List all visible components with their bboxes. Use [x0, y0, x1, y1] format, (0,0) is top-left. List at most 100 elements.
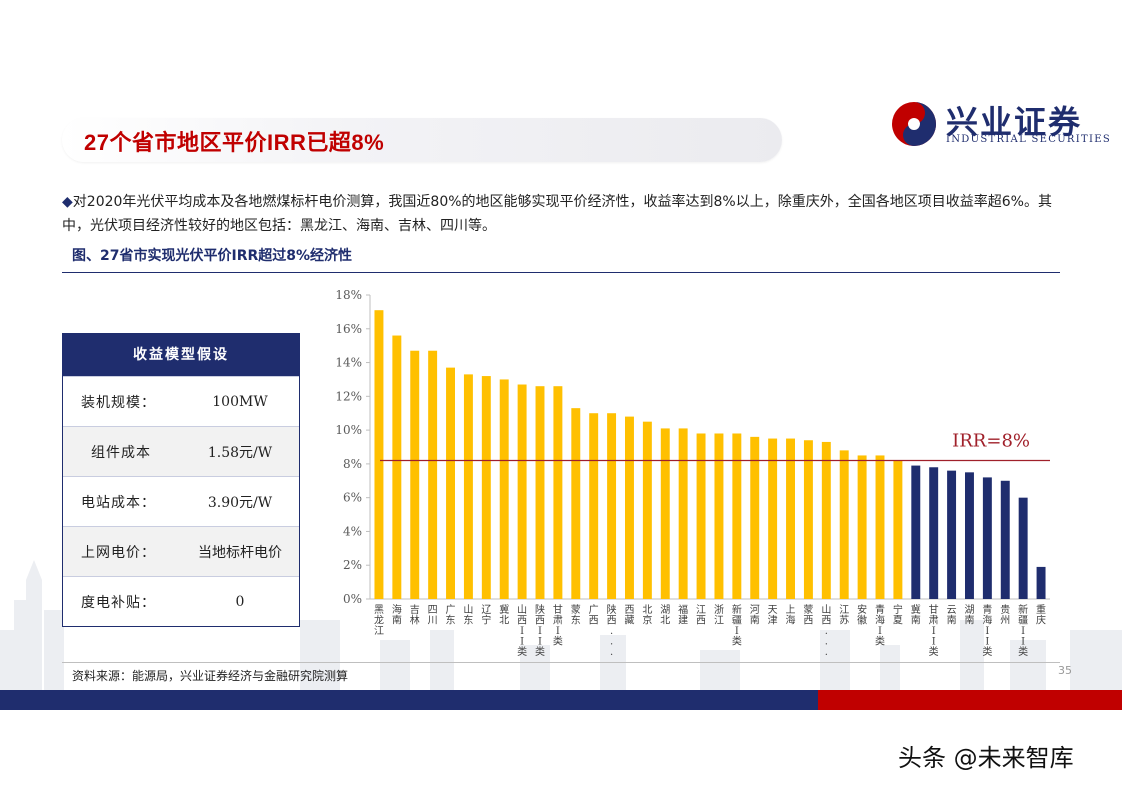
bar [982, 477, 992, 599]
x-tick-label: 广东 [446, 604, 456, 627]
assumptions-table-header: 收益模型假设 [63, 334, 299, 376]
x-tick-label: 福建 [678, 603, 688, 627]
x-tick-label: 陕西... [607, 603, 617, 658]
footer-divider [62, 662, 1060, 663]
x-tick-label: 甘肃 I 类 [553, 603, 563, 648]
x-tick-label: 广西 [589, 604, 599, 627]
y-tick-label: 4% [343, 524, 362, 538]
bar [571, 408, 581, 599]
x-tick-label: 新疆 I I 类 [1018, 603, 1028, 658]
bar [696, 433, 706, 599]
x-tick-label: 天津 [768, 605, 778, 627]
bar [678, 428, 688, 599]
x-tick-label: 浙江 [714, 604, 724, 627]
table-row: 电站成本： 3.90元/W [63, 476, 299, 526]
bar [875, 455, 885, 599]
bar [947, 470, 957, 599]
x-tick-label: 江西 [696, 604, 706, 627]
y-tick-label: 12% [335, 389, 362, 403]
watermark: 头条 @未来智库 [898, 744, 1074, 772]
x-tick-label: 上海 [786, 604, 796, 627]
y-tick-label: 8% [343, 457, 362, 471]
bar [660, 428, 670, 599]
bullet-diamond-icon: ◆ [62, 194, 73, 210]
irr-bar-chart: 0% 2% 4% 6% 8% 10% 12% 14% 16% 18% 黑龙江海南吉林四川广东山东辽宁… [335, 288, 1050, 658]
x-tick-label: 河南 [750, 604, 760, 627]
summary-text: 对2020年光伏平均成本及各地燃煤标杆电价测算，我国近80%的地区能够实现平价经… [62, 194, 1052, 234]
page-title: 27个省市地区平价IRR已超8% [84, 130, 385, 155]
bar [857, 455, 867, 599]
row-label: 装机规模： [81, 394, 156, 411]
bar [481, 376, 491, 599]
bar [446, 367, 455, 599]
bar [1000, 480, 1010, 599]
x-tick-label: 云南 [947, 605, 957, 627]
x-tick-label: 安徽 [857, 603, 867, 627]
x-tick-label: 陕西 I I 类 [535, 603, 545, 658]
x-tick-label: 西藏 [624, 605, 634, 627]
y-tick-label: 2% [343, 558, 362, 572]
x-tick-label: 湖北 [660, 604, 670, 627]
x-tick-label: 冀北 [499, 603, 509, 627]
x-tick-label: 湖南 [964, 604, 974, 627]
bar [768, 438, 778, 599]
bar [589, 413, 599, 599]
x-tick-label: 青海 I I 类 [982, 603, 992, 658]
bar [732, 433, 742, 599]
irr-reference-label: IRR=8% [952, 431, 1030, 452]
x-tick-label: 山东 [463, 604, 473, 627]
bar [1018, 497, 1028, 599]
x-tick-label: 贵州 [1000, 603, 1010, 627]
assumptions-table: 收益模型假设 装机规模： 100MW 组件成本 1.58元/W 电站成本： 3.… [62, 333, 300, 627]
figure-title: 图、27省市实现光伏平价IRR超过8%经济性 [72, 248, 353, 264]
skyline-decoration [0, 560, 1122, 690]
bar [517, 384, 527, 599]
logo-name-cn: 兴业证券 [946, 103, 1083, 141]
x-tick-label: 重庆 [1036, 603, 1046, 627]
bar [499, 379, 509, 599]
bar [839, 450, 849, 599]
table-row: 上网电价： 当地标杆电价 [63, 526, 299, 576]
footer-band-red [818, 690, 1122, 710]
bar [821, 441, 831, 599]
summary-paragraph: ◆对2020年光伏平均成本及各地燃煤标杆电价测算，我国近80%的地区能够实现平价… [62, 190, 1062, 238]
bar [893, 460, 903, 599]
row-label: 组件成本 [91, 444, 151, 461]
source-note: 资料来源：能源局，兴业证券经济与金融研究院测算 [72, 669, 349, 683]
bar [803, 440, 813, 599]
x-tick-label: 冀南 [911, 603, 921, 627]
bar [1036, 566, 1046, 599]
x-tick-label: 海南 [392, 603, 402, 627]
x-tick-label: 甘肃 I I 类 [929, 603, 939, 658]
x-tick-label: 山西 I I 类 [517, 604, 527, 658]
bar [786, 438, 795, 599]
y-tick-label: 10% [335, 423, 362, 437]
bar [392, 335, 402, 599]
x-tick-label: 北京 [642, 604, 652, 627]
y-tick-label: 16% [335, 322, 362, 336]
table-row: 装机规模： 100MW [63, 376, 299, 426]
bar [410, 350, 420, 599]
bar [965, 472, 974, 599]
x-tick-label: 蒙西 [803, 603, 813, 627]
bar [535, 386, 545, 599]
bar [750, 436, 760, 599]
row-value: 当地标杆电价 [198, 544, 282, 561]
bar [428, 350, 438, 599]
bar [607, 413, 617, 599]
x-tick-label: 江苏 [839, 604, 849, 627]
bar [553, 386, 563, 599]
y-tick-label: 18% [335, 288, 362, 302]
row-value: 3.90元/W [207, 494, 273, 511]
bar [911, 465, 921, 599]
x-tick-label: 辽宁 [481, 604, 491, 627]
bar [374, 310, 384, 599]
title-banner [62, 118, 782, 162]
row-value: 1.58元/W [207, 444, 273, 461]
footer-band-blue [0, 690, 818, 710]
y-tick-label: 6% [343, 491, 362, 505]
x-tick-label: 宁夏 [893, 603, 903, 627]
y-tick-label: 14% [335, 356, 362, 370]
company-logo [892, 102, 936, 146]
x-tick-label: 新疆 I 类 [732, 603, 742, 648]
